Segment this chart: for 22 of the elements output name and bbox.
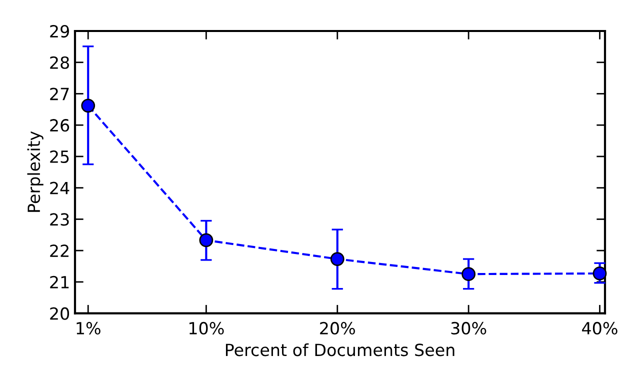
y-tick-label: 27: [50, 88, 69, 100]
y-tick-label: 22: [50, 244, 68, 257]
point: [330, 252, 344, 266]
point: [592, 266, 607, 280]
x-axis-title: Percent of Documents Seen: [226, 343, 454, 356]
y-tick-label: 28: [50, 56, 69, 69]
y-axis-title: Perplexity: [27, 131, 44, 212]
x-tick-label: 40%: [582, 322, 618, 335]
point: [199, 233, 214, 248]
y-tick-label: 23: [50, 213, 69, 226]
y-tick-label: 29: [50, 24, 69, 38]
y-tick-label: 21: [50, 276, 69, 288]
point: [462, 267, 476, 282]
y-tick-label: 24: [50, 182, 70, 194]
x-tick-label: 20%: [320, 322, 355, 335]
y-tick-label: 25: [50, 150, 69, 164]
y-tick-label: 26: [50, 119, 70, 132]
y-tick-label: 20: [50, 307, 70, 320]
x-tick-label: 1%: [76, 322, 100, 335]
point: [81, 98, 96, 113]
x-tick-label: 30%: [451, 322, 486, 335]
x-tick-label: 10%: [189, 322, 224, 335]
